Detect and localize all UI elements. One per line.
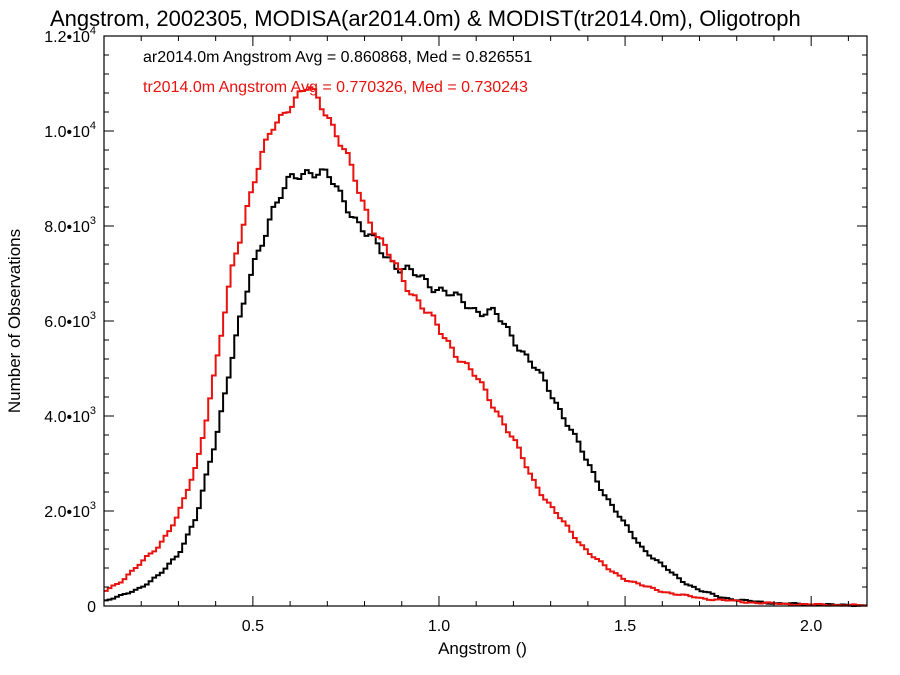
y-tick-mantissa: 8.0•10	[44, 219, 90, 236]
y-tick-mantissa: 1.0•10	[44, 124, 90, 141]
annotation-red-stats: tr2014.0m Angstrom Avg = 0.770326, Med =…	[143, 79, 528, 96]
y-tick-exponent: 3	[90, 405, 96, 417]
y-tick-mantissa: 4.0•10	[44, 409, 90, 426]
y-tick-label: 2.0•103	[44, 500, 96, 521]
series-layer	[104, 86, 867, 607]
x-tick-label: 2.0	[800, 618, 822, 635]
y-tick-label: 6.0•103	[44, 310, 96, 331]
y-tick-mantissa: 6.0•10	[44, 314, 90, 331]
series-line-black	[104, 168, 867, 607]
labels-layer: 0.5 1.0 1.5 2.002.0•1034.0•1036.0•1038.0•10…	[44, 25, 822, 635]
x-axis-title: Angstrom ()	[438, 639, 527, 658]
y-tick-exponent: 3	[90, 310, 96, 322]
y-tick-label: 4.0•103	[44, 405, 96, 426]
ticks-layer	[103, 35, 867, 607]
y-tick-mantissa: 1.2•10	[44, 29, 90, 46]
x-tick-label: 1.0	[428, 618, 450, 635]
y-tick-exponent: 3	[90, 215, 96, 227]
y-tick-label: 8.0•103	[44, 215, 96, 236]
plot-frame	[103, 35, 868, 607]
y-tick-label: 1.2•104	[44, 25, 96, 46]
y-tick-label: 1.0•104	[44, 120, 96, 141]
series-line-red	[104, 86, 867, 607]
y-tick-exponent: 3	[90, 500, 96, 512]
y-tick-mantissa: 2.0•10	[44, 504, 90, 521]
chart-title: Angstrom, 2002305, MODISA(ar2014.0m) & M…	[50, 6, 801, 31]
x-tick-label: 1.5	[614, 618, 636, 635]
y-tick-mantissa: 0	[87, 599, 96, 616]
x-tick-label: 0.5	[242, 618, 264, 635]
y-tick-exponent: 4	[90, 120, 96, 132]
y-axis-title: Number of Observations	[5, 229, 24, 413]
annotation-black-stats: ar2014.0m Angstrom Avg = 0.860868, Med =…	[143, 49, 532, 66]
y-tick-exponent: 4	[90, 25, 96, 37]
y-tick-label: 0	[87, 599, 96, 616]
